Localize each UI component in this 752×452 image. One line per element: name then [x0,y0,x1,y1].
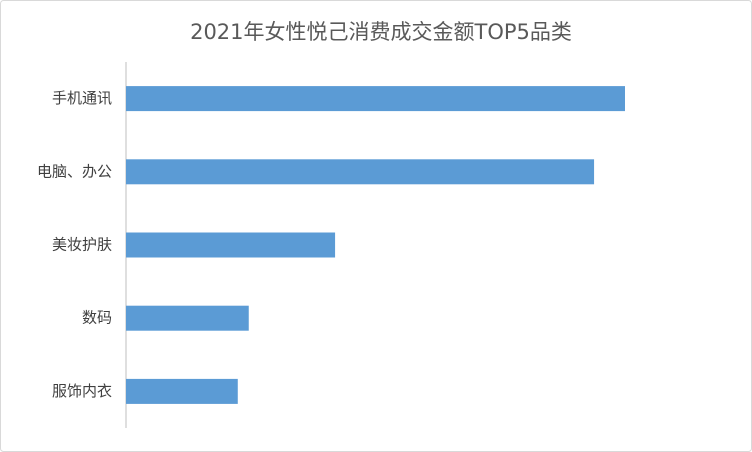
bar [126,232,336,258]
bar [126,86,625,112]
y-tick-label: 手机通讯 [52,89,112,107]
bar [126,378,238,404]
y-tick-label: 美妆护肤 [52,236,112,254]
y-tick-label: 电脑、办公 [37,162,112,180]
y-tick-label: 数码 [82,309,112,327]
chart-title: 2021年女性悦己消费成交金额TOP5品类 [190,20,572,44]
y-tick-label: 服饰内衣 [52,382,112,400]
bar [126,305,249,331]
bar [126,159,595,185]
